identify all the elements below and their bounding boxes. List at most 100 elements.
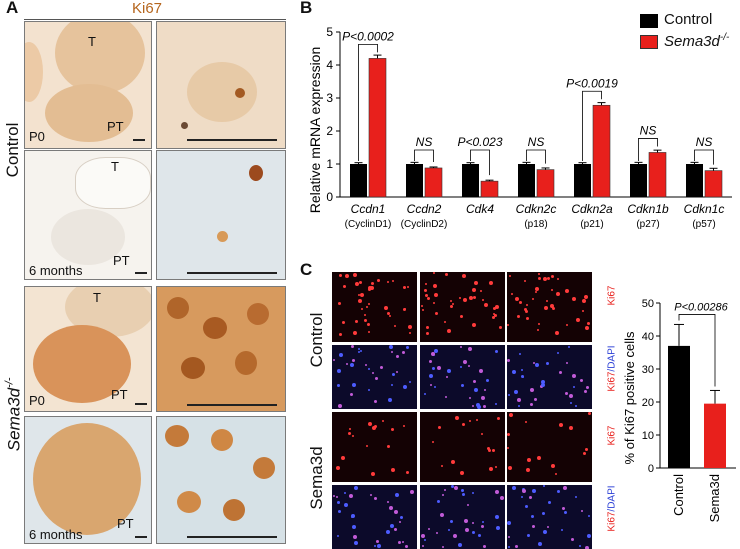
ki67-dot [382, 420, 384, 422]
ki67-dot [462, 423, 465, 426]
ki67-dot [566, 324, 568, 326]
fluorescence-image-merge-mutant [420, 485, 505, 549]
nucleus-dot [483, 405, 486, 408]
label-6-months: 6 months [29, 263, 83, 278]
ki67-dot [472, 323, 476, 327]
category-protein-label: (CyclinD2) [401, 219, 448, 230]
nucleus-dot [392, 373, 395, 376]
ki67-dot [403, 286, 406, 289]
nucleus-dot [391, 384, 393, 386]
fluorescence-image-merge-control [507, 345, 592, 409]
ki67-dot [392, 280, 394, 282]
fluorescence-image-merge-mutant [507, 485, 592, 549]
ki67-dot [495, 466, 497, 468]
ki67-dot [543, 277, 547, 281]
bar-control [630, 164, 647, 197]
ki67-dot [546, 300, 548, 302]
nucleus-dot [402, 351, 405, 354]
ki67-dot [364, 319, 367, 322]
ki67-dot [524, 308, 527, 311]
panel-a-row-label-control: Control [3, 115, 23, 185]
nucleus-dot [564, 511, 567, 514]
nucleus-dot [508, 546, 510, 548]
nucleus-dot [462, 493, 465, 496]
category-label: Control [671, 474, 686, 516]
nucleus-dot [376, 540, 379, 543]
nucleus-dot [349, 494, 353, 498]
ki67-dot [497, 417, 500, 420]
scale-bar [135, 403, 147, 405]
nucleus-dot [352, 383, 356, 387]
label-pt: PT [111, 387, 128, 402]
ki67-dot [445, 273, 448, 276]
ki67-dot [361, 308, 363, 310]
nucleus-dot [370, 494, 372, 496]
ki67-dot [489, 467, 493, 471]
ki67-dot [368, 422, 372, 426]
ki67-dot [353, 331, 357, 335]
nucleus-dot [569, 394, 573, 398]
ki67-dot [422, 309, 424, 311]
nucleus-dot [548, 501, 551, 504]
scale-bar [187, 272, 277, 274]
nucleus-dot [512, 370, 516, 374]
label-p0: P0 [29, 129, 45, 144]
category-protein-label: (p27) [636, 219, 659, 230]
nucleus-dot [507, 521, 511, 525]
ki67-dot [508, 466, 512, 470]
nucleus-dot [424, 393, 426, 395]
stain-label-ki67: Ki67 [606, 425, 618, 446]
significance-label: P<0.0019 [566, 76, 618, 90]
ki67-dot [434, 293, 438, 297]
ki67-dot [368, 331, 370, 333]
nucleus-dot [434, 349, 438, 353]
nucleus-dot [588, 515, 590, 517]
nucleus-dot [478, 534, 481, 537]
tissue-blob [51, 209, 125, 265]
nucleus-dot [410, 490, 414, 494]
nucleus-dot [351, 514, 355, 518]
stained-nucleus [181, 357, 205, 379]
significance-label: NS [696, 135, 713, 149]
ki67-dot [391, 468, 395, 472]
bar-control [518, 164, 535, 197]
nucleus-dot [445, 396, 447, 398]
nucleus-dot [465, 528, 469, 532]
legend-control-label: Control [664, 11, 713, 28]
ki67-dot [452, 303, 454, 305]
nucleus-dot [374, 545, 376, 547]
nucleus-dot [481, 525, 484, 528]
ki67-dot [525, 310, 528, 313]
ki67-dot [555, 331, 559, 335]
ki67-dot [460, 471, 464, 475]
fluorescence-image-ki67-control [332, 272, 417, 342]
ki67-dot [408, 325, 412, 329]
nucleus-dot [486, 379, 489, 382]
nucleus-dot [421, 534, 425, 538]
chart-b-ylabel: Relative mRNA expression [307, 47, 323, 214]
ki67-dot [403, 425, 405, 427]
ki67-dot [472, 288, 476, 292]
nucleus-dot [375, 377, 378, 380]
nucleus-dot [472, 522, 474, 524]
mutant-6mo-overview: PT 6 months [24, 416, 152, 544]
nucleus-dot [573, 386, 575, 388]
y-tick-label: 0 [648, 463, 654, 475]
panel-c-row-label-control: Control [307, 312, 326, 368]
nucleus-dot [584, 390, 587, 393]
nucleus-dot [495, 403, 497, 405]
nucleus-dot [463, 360, 467, 364]
panel-c-chart: % of Ki67 positive cells 0 10 20 30 40 50 Cont… [622, 298, 736, 522]
ki67-dot [366, 306, 368, 308]
nucleus-dot [472, 405, 474, 407]
nucleus-dot [561, 529, 563, 531]
ki67-dot [409, 332, 411, 334]
nucleus-dot [534, 398, 537, 401]
ki67-dot [576, 318, 580, 322]
nucleus-dot [481, 396, 485, 400]
panel-c-row-label-mutant: Sema3d [307, 446, 326, 510]
stained-nucleus [235, 351, 257, 375]
ki67-dot [387, 445, 390, 448]
ki67-dot [584, 295, 588, 299]
bar-mutant [536, 169, 555, 198]
